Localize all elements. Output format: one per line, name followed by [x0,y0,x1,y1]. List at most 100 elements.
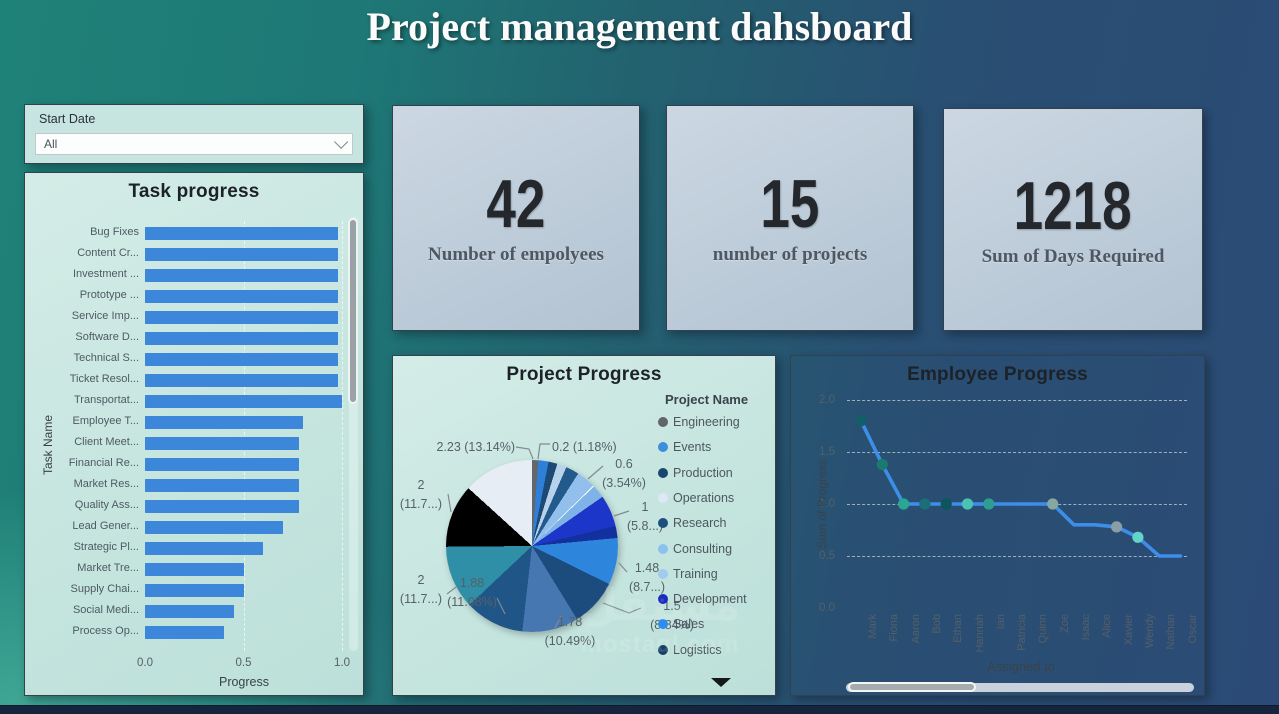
horizontal-scrollbar-thumb[interactable] [848,682,976,692]
pie-value-label: 1.78 (10.49%) [544,615,596,649]
bar-row: Bug Fixes [25,223,363,244]
bar[interactable] [145,521,283,534]
bar[interactable] [145,605,234,618]
bar[interactable] [145,332,339,345]
bar[interactable] [145,584,244,597]
bar[interactable] [145,311,339,324]
x-tick-label: 1.0 [334,657,350,669]
data-point-ethan[interactable] [940,498,952,510]
chart-title: Task progress [128,181,260,202]
pie-value-label: 2 (11.7...) [399,573,443,607]
project-progress-chart: Project Progress 2.23 (13.14%) 0.2 (1.18%… [392,355,776,696]
bar[interactable] [145,227,339,240]
x-axis-title: Progress [218,675,270,689]
bar[interactable] [145,437,299,450]
y-tick-label: 0.0 [819,602,835,614]
legend-item-operations[interactable]: Operations [658,491,734,505]
start-date-dropdown[interactable]: All [35,133,353,155]
legend-label: Events [673,440,712,455]
y-tick-label: 0.5 [819,550,835,562]
bar[interactable] [145,248,339,261]
bar-category-label: Quality Ass... [74,499,139,511]
x-tick-label: Ethan [952,614,965,643]
y-tick-label: 1.0 [819,498,835,510]
bar[interactable] [145,500,299,513]
x-axis-title: Assigned to [987,659,1055,674]
bar[interactable] [145,479,299,492]
data-point-hannah[interactable] [961,498,974,510]
vertical-scrollbar-thumb[interactable] [348,218,358,404]
pie-value-label: 0.6 (3.54%) [602,457,646,491]
x-tick-label: Ian [994,614,1007,630]
kpi-value: 42 [486,166,546,242]
legend-item-research[interactable]: Research [658,516,727,530]
legend-dot-icon [658,417,668,427]
pie-callout-lines [446,443,642,629]
bottom-edge-bar [0,705,1279,714]
bar[interactable] [145,353,339,366]
data-point-wendy[interactable] [1132,531,1144,543]
x-tick-label: Xavier [1122,614,1135,646]
legend-item-engineering[interactable]: Engineering [658,415,740,429]
x-tick-label: Wendy [1143,614,1156,649]
bar-category-label: Social Medi... [72,604,139,616]
bar[interactable] [145,542,264,555]
legend-item-training[interactable]: Training [658,567,718,581]
x-tick-label: Aaron [909,614,922,644]
legend-item-production[interactable]: Production [658,466,733,480]
bar-category-label: Ticket Resol... [69,373,139,385]
expand-arrow-icon[interactable] [711,678,731,687]
legend-dot-icon [658,518,668,529]
filter-label: Start Date [39,112,96,126]
x-tick-label: Hannah [973,614,986,653]
legend-title: Project Name [665,392,749,407]
bar-row: Strategic Pl... [25,538,363,559]
bar-row: Prototype ... [25,286,363,307]
bar[interactable] [145,563,244,576]
bar[interactable] [145,269,339,282]
bar[interactable] [145,290,339,303]
bar-category-label: Technical S... [73,352,139,364]
data-point-bob[interactable] [919,498,931,510]
progress-line[interactable] [859,419,1183,558]
bar-row: Financial Re... [25,454,363,475]
x-tick-label: Bob [930,614,943,634]
horizontal-scrollbar-track[interactable] [846,683,1194,692]
data-point-aaron[interactable] [898,498,910,510]
pie-chart[interactable] [446,460,618,632]
chevron-down-icon [334,134,349,149]
data-point-xavier[interactable] [1111,521,1123,533]
x-tick-label: 0.0 [137,657,153,669]
bar[interactable] [145,374,339,387]
data-point-zoe[interactable] [1047,498,1059,510]
data-point-ian[interactable] [983,498,995,510]
bar[interactable] [145,458,299,471]
employee-progress-chart: Employee Progress 0.0 0.5 1.0 1.5 2.0 Sum of… [790,355,1205,696]
data-point-mark[interactable] [855,415,867,427]
legend-item-development[interactable]: Development [658,592,747,606]
bar-row: Investment ... [25,265,363,286]
legend-dot-icon [658,619,668,630]
bar[interactable] [145,395,342,408]
legend-dot-icon [658,467,668,478]
bar[interactable] [145,416,303,429]
bar-row: Quality Ass... [25,496,363,517]
bar-category-label: Content Cr... [77,247,139,259]
bar-category-label: Prototype ... [79,289,139,301]
bar-row: Market Tre... [25,559,363,580]
bar[interactable] [145,626,224,639]
data-point-fiona[interactable] [876,458,888,471]
pie-value-label: 2.23 (13.14%) [436,440,515,454]
line-plot[interactable] [791,356,1204,695]
bar-category-label: Strategic Pl... [73,541,139,553]
legend-item-sales[interactable]: Sales [658,617,704,631]
legend-item-logistics[interactable]: Logistics [658,643,722,657]
legend-item-consulting[interactable]: Consulting [658,542,732,556]
legend-label: Production [673,465,733,480]
legend-item-events[interactable]: Events [658,440,711,454]
bar-category-label: Client Meet... [74,436,139,448]
kpi-card-days-required: 1218 Sum of Days Required [943,108,1203,331]
legend-label: Development [673,592,747,607]
vertical-scrollbar-track[interactable] [349,217,358,651]
kpi-label: Number of empolyees [428,244,604,265]
